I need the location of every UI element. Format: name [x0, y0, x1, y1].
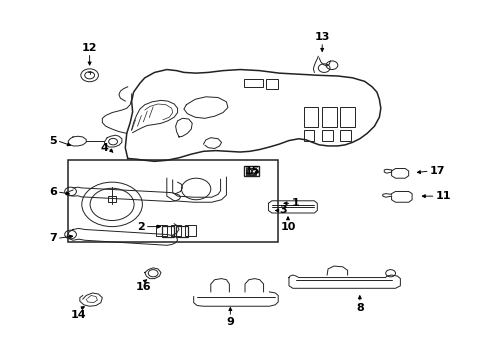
Bar — [340, 130, 351, 140]
Text: 10: 10 — [280, 222, 295, 232]
Text: 12: 12 — [82, 43, 98, 53]
Text: 6: 6 — [49, 187, 57, 197]
Bar — [304, 107, 318, 127]
Bar — [185, 225, 196, 235]
Text: 8: 8 — [356, 303, 364, 312]
Text: 1: 1 — [292, 198, 299, 208]
Text: 15: 15 — [245, 166, 260, 176]
Text: 13: 13 — [315, 32, 330, 42]
Text: 17: 17 — [430, 166, 445, 176]
Bar — [340, 107, 355, 127]
Text: 7: 7 — [49, 233, 57, 243]
Text: 16: 16 — [136, 282, 151, 292]
Text: 4: 4 — [100, 143, 108, 153]
Bar — [108, 197, 116, 202]
Bar — [266, 78, 278, 89]
Bar — [156, 225, 167, 235]
Bar — [244, 166, 259, 176]
Text: 14: 14 — [71, 310, 87, 320]
Bar — [322, 130, 333, 140]
Bar — [304, 130, 315, 140]
Bar — [244, 78, 263, 87]
Text: 2: 2 — [137, 222, 145, 231]
Bar — [252, 168, 256, 174]
Bar — [246, 168, 256, 175]
Bar — [68, 160, 278, 242]
Text: 9: 9 — [226, 317, 234, 327]
Bar — [171, 225, 181, 235]
Bar — [175, 226, 188, 237]
Text: 11: 11 — [436, 191, 451, 201]
Bar — [247, 168, 251, 174]
Text: 3: 3 — [279, 206, 287, 216]
Bar — [322, 107, 337, 127]
Text: 5: 5 — [49, 136, 57, 145]
Bar — [162, 226, 174, 237]
